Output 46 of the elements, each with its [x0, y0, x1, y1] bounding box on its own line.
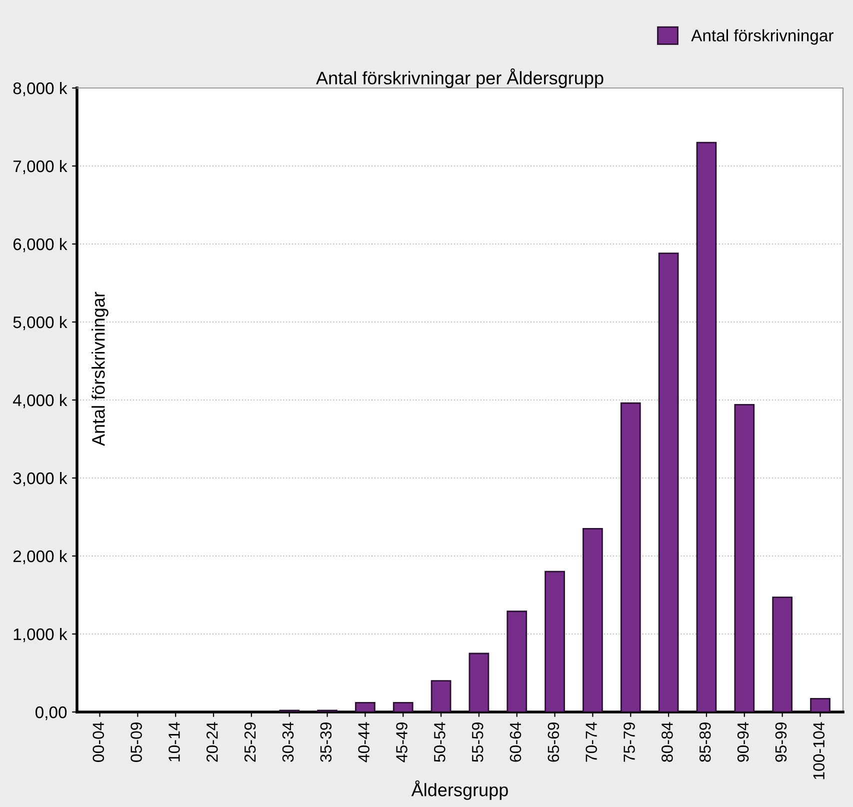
- bar: [658, 252, 679, 712]
- bar: [392, 702, 414, 712]
- x-tick-label: 60-64: [510, 722, 522, 762]
- y-tick-label: 4,000 k: [12, 394, 68, 408]
- x-tick-label: 75-79: [624, 722, 635, 762]
- bar: [772, 596, 792, 712]
- y-tick-label: 5,000 k: [13, 316, 68, 330]
- y-axis-title: Antal förskrivningar: [92, 292, 108, 446]
- y-tick-label: 6,000 k: [13, 238, 68, 252]
- y-tick-label: 2,000 k: [13, 550, 68, 564]
- bar: [582, 528, 603, 712]
- x-tick-label: 05-09: [130, 722, 142, 762]
- y-tick-label: 0,00: [35, 706, 67, 720]
- x-tick-label: 30-34: [282, 722, 294, 762]
- y-tick-label: 3,000 k: [13, 472, 68, 486]
- y-tick-label: 7,000 k: [13, 160, 68, 174]
- bar: [468, 652, 490, 712]
- chart-title: Antal förskrivningar per Åldersgrupp: [316, 68, 604, 88]
- bar: [506, 610, 528, 712]
- bar: [430, 680, 452, 712]
- legend-label: Antal förskrivningar: [691, 29, 834, 45]
- x-tick-label: 80-84: [662, 722, 673, 762]
- x-tick-label: 90-94: [737, 722, 749, 762]
- x-tick-label: 40-44: [358, 722, 370, 762]
- bar: [355, 702, 376, 712]
- x-tick-label: 00-04: [92, 722, 104, 762]
- bar: [734, 404, 755, 712]
- x-tick-label: 55-59: [472, 722, 484, 762]
- x-tick-label: 45-49: [396, 722, 408, 762]
- x-axis-title: Åldersgrupp: [411, 780, 508, 800]
- x-tick-label: 95-99: [775, 722, 787, 762]
- bar: [696, 142, 717, 712]
- x-tick-label: 25-29: [244, 722, 256, 762]
- y-tick-label: 1,000 k: [14, 628, 68, 642]
- y-tick-label: 8,000 k: [13, 82, 68, 96]
- x-tick-label: 35-39: [320, 722, 332, 762]
- x-tick-label: 100-104: [813, 722, 825, 780]
- x-tick-label: 20-24: [206, 722, 218, 762]
- x-tick-label: 85-89: [699, 722, 711, 762]
- x-tick-label: 70-74: [586, 722, 598, 762]
- x-tick-label: 50-54: [434, 722, 446, 762]
- bar: [544, 570, 565, 712]
- x-tick-label: 10-14: [168, 722, 180, 762]
- bar: [810, 698, 830, 712]
- x-tick-label: 65-69: [548, 722, 560, 762]
- bar: [620, 402, 641, 712]
